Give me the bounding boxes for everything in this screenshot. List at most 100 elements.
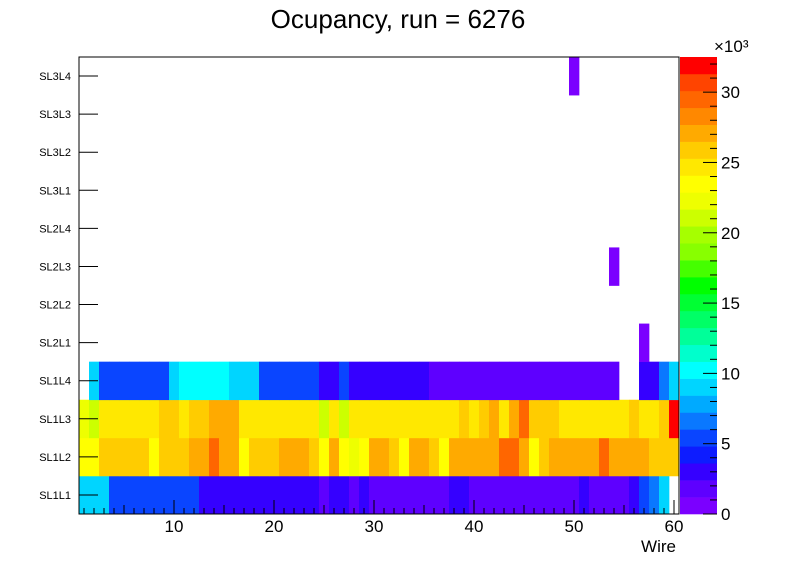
heatmap-cell [619, 437, 630, 477]
heatmap-cell [659, 399, 670, 439]
heatmap-cell [659, 475, 670, 515]
color-scale-segment [680, 175, 717, 193]
heatmap-cells [79, 57, 680, 515]
heatmap-cell [569, 437, 580, 477]
heatmap-cell [489, 437, 500, 477]
heatmap-cell [289, 475, 300, 515]
heatmap-cell [619, 475, 630, 515]
y-tick-label: SL1L3 [39, 414, 71, 426]
heatmap-cell [239, 399, 250, 439]
color-scale-segment [680, 124, 717, 142]
y-tick-label: SL3L1 [39, 185, 71, 197]
y-tick-label: SL1L2 [39, 452, 71, 464]
heatmap-cell [319, 399, 330, 439]
heatmap-cell [299, 399, 310, 439]
heatmap-cell [649, 437, 660, 477]
y-tick-label: SL3L3 [39, 109, 71, 121]
heatmap-cell [449, 437, 460, 477]
heatmap-cell [199, 437, 210, 477]
heatmap-cell [629, 399, 640, 439]
heatmap-cell [189, 361, 200, 401]
color-scale-segment [680, 141, 717, 159]
color-scale-segment [680, 344, 717, 362]
color-scale-segment [680, 226, 717, 244]
x-tick-label: 20 [265, 517, 284, 536]
heatmap-cell [639, 399, 650, 439]
heatmap-cell [449, 361, 460, 401]
color-scale-segment [680, 209, 717, 227]
x-tick-label: 30 [365, 517, 384, 536]
heatmap-cell [579, 475, 590, 515]
heatmap-cell [129, 399, 140, 439]
heatmap-cell [549, 361, 560, 401]
heatmap-cell [589, 361, 600, 401]
heatmap-cell [519, 399, 530, 439]
heatmap-cell [669, 361, 680, 401]
heatmap-cell [169, 361, 180, 401]
heatmap-cell [289, 399, 300, 439]
heatmap-cell [169, 399, 180, 439]
heatmap-cell [199, 475, 210, 515]
color-scale-tick-label: 30 [721, 83, 740, 102]
heatmap-cell [459, 361, 470, 401]
heatmap-cell [549, 475, 560, 515]
heatmap-cell [189, 437, 200, 477]
heatmap-cell [389, 437, 400, 477]
heatmap-cell [519, 475, 530, 515]
color-scale-segment [680, 158, 717, 176]
heatmap-cell [409, 361, 420, 401]
heatmap-cell [109, 399, 120, 439]
color-scale-tick-label: 25 [721, 153, 740, 172]
heatmap-cell [339, 475, 350, 515]
heatmap-cell [199, 361, 210, 401]
heatmap-cell [339, 399, 350, 439]
heatmap-cell [139, 361, 150, 401]
heatmap-cell [459, 399, 470, 439]
heatmap-cell [159, 399, 170, 439]
heatmap-cell [509, 399, 520, 439]
heatmap-cell [339, 361, 350, 401]
heatmap-cell [529, 399, 540, 439]
color-scale-segment [680, 260, 717, 278]
heatmap-cell [349, 437, 360, 477]
heatmap-cell [279, 361, 290, 401]
heatmap-cell [169, 437, 180, 477]
heatmap-cell [569, 57, 580, 96]
heatmap-cell [119, 361, 130, 401]
plot-frame [78, 56, 680, 515]
heatmap-cell [309, 437, 320, 477]
heatmap-cell [469, 399, 480, 439]
heatmap-cell [319, 475, 330, 515]
heatmap-cell [569, 399, 580, 439]
heatmap-cell [249, 437, 260, 477]
heatmap-cell [399, 361, 410, 401]
color-scale-segment [680, 73, 717, 92]
y-tick-label: SL3L4 [39, 71, 71, 83]
heatmap-cell [379, 437, 390, 477]
heatmap-cell [629, 437, 640, 477]
heatmap-cell [99, 361, 110, 401]
heatmap-cell [329, 399, 340, 439]
color-scale-segment [680, 429, 717, 447]
heatmap-cell [309, 361, 320, 401]
heatmap-cell [509, 475, 520, 515]
heatmap-cell [429, 399, 440, 439]
heatmap-cell [259, 437, 270, 477]
heatmap-cell [609, 399, 620, 439]
heatmap-cell [669, 399, 680, 439]
heatmap-cell [659, 437, 670, 477]
heatmap-cell [649, 475, 660, 515]
heatmap-cell [599, 437, 610, 477]
heatmap-cell [189, 399, 200, 439]
heatmap-cell [269, 437, 280, 477]
heatmap-cell [109, 361, 120, 401]
heatmap-cell [269, 399, 280, 439]
heatmap-cell [359, 437, 370, 477]
heatmap-cell [139, 437, 150, 477]
color-scale-segment [680, 277, 717, 295]
heatmap-cell [379, 361, 390, 401]
heatmap-cell [409, 475, 420, 515]
color-scale-segment [680, 107, 717, 126]
color-scale-segment [680, 497, 717, 515]
x-axis-label: Wire [641, 537, 676, 556]
